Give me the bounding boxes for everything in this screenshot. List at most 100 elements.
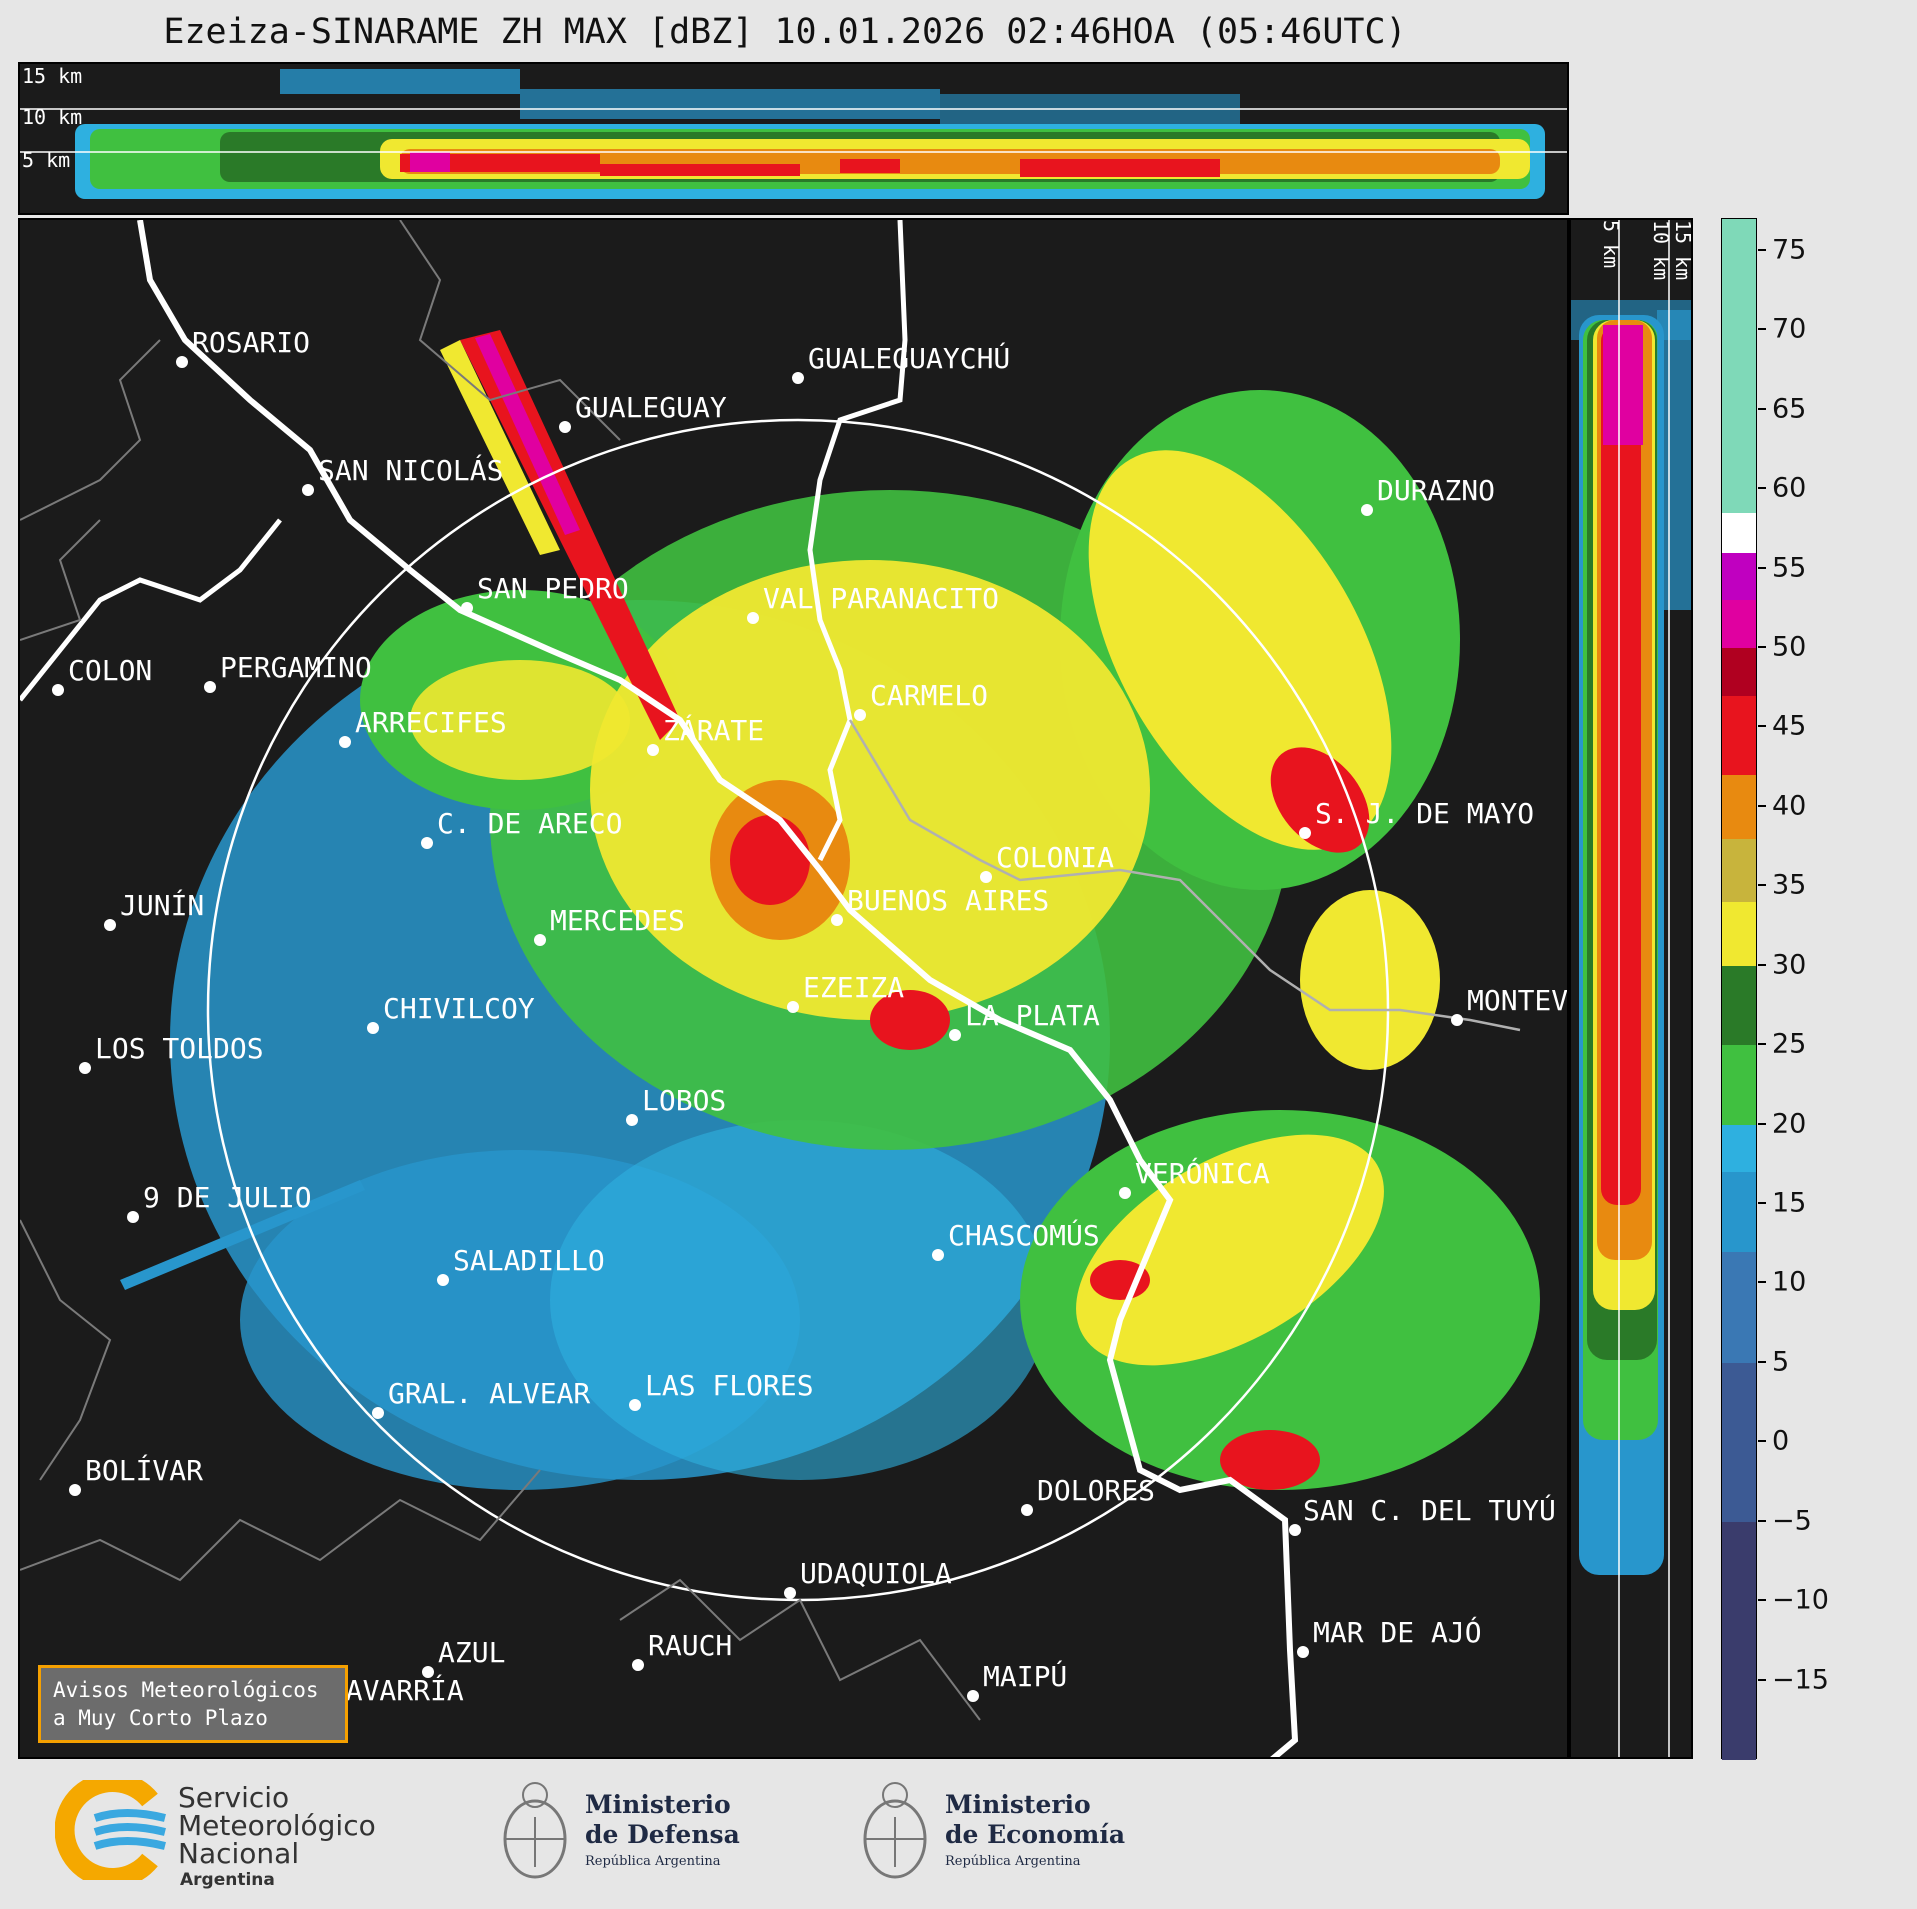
colorbar-segment — [1722, 902, 1756, 966]
city-san-jose-de-mayo: S. J. DE MAYO — [1299, 797, 1534, 839]
svg-text:COLON: COLON — [68, 654, 152, 687]
city-chivilcoy: CHIVILCOY — [367, 992, 535, 1034]
colorbar-tick-mark — [1758, 1519, 1766, 1522]
side-height-profile: 5 km 10 km 15 km — [1569, 218, 1693, 1759]
uruguay-river — [807, 220, 908, 862]
economia-line2: de Economía — [945, 1820, 1126, 1849]
defensa-line1: Ministerio — [585, 1790, 731, 1819]
svg-text:C. DE ARECO: C. DE ARECO — [437, 807, 622, 840]
city-azul: AZUL — [422, 1636, 505, 1678]
city-montevideo: MONTEVIDEO — [1451, 984, 1567, 1026]
side-label-15km: 15 km — [1671, 220, 1693, 281]
colorbar-segment — [1722, 647, 1756, 696]
colorbar-tick-5: 5 — [1772, 1346, 1790, 1378]
top-label-10km: 10 km — [22, 105, 83, 129]
city-san-pedro: SAN PEDRO — [461, 572, 629, 614]
colorbar-tick-75: 75 — [1772, 234, 1807, 266]
city-rosario: ROSARIO — [176, 326, 310, 368]
colorbar-tick-45: 45 — [1772, 710, 1807, 742]
city-dolores: DOLORES — [1021, 1474, 1155, 1516]
city-udaquiola: UDAQUIOLA — [784, 1557, 952, 1599]
colorbar-tick-55: 55 — [1772, 552, 1807, 583]
svg-text:ROSARIO: ROSARIO — [192, 326, 310, 359]
side-label-10km: 10 km — [1649, 220, 1673, 281]
colorbar-tick-50: 50 — [1772, 631, 1807, 663]
colorbar-tick-0: 0 — [1772, 1425, 1790, 1457]
city-markers: ROSARIO GUALEGUAYCHÚ GUALEGUAY SAN NICOL… — [52, 326, 1567, 1716]
city-carmelo: CARMELO — [854, 679, 988, 721]
colorbar-segment — [1722, 1124, 1756, 1173]
colorbar-tick-mark — [1758, 407, 1766, 410]
city-los-toldos: LOS TOLDOS — [79, 1032, 264, 1074]
colorbar-tick-60: 60 — [1772, 472, 1807, 504]
colorbar-segment — [1722, 1045, 1756, 1125]
city-la-plata: LA PLATA — [949, 999, 1100, 1041]
colorbar-tick-mark — [1758, 1360, 1766, 1363]
svg-text:SALADILLO: SALADILLO — [453, 1244, 605, 1277]
reflectivity-echoes — [120, 330, 1540, 1490]
city-maipu: MAIPÚ — [967, 1659, 1067, 1702]
svg-text:DURAZNO: DURAZNO — [1377, 474, 1495, 507]
colorbar-tick-mark — [1758, 884, 1766, 887]
svg-text:UDAQUIOLA: UDAQUIOLA — [800, 1557, 952, 1590]
svg-text:SAN PEDRO: SAN PEDRO — [477, 572, 629, 605]
colorbar-segment — [1722, 219, 1756, 513]
colorbar-tick-mark — [1758, 487, 1766, 490]
side-label-5km: 5 km — [1599, 220, 1623, 269]
colorbar-segment — [1722, 512, 1756, 553]
defensa-line3: República Argentina — [585, 1854, 721, 1869]
defensa-shield-icon — [503, 1782, 567, 1879]
svg-text:JUNÍN: JUNÍN — [120, 888, 204, 922]
svg-text:MAR DE AJÓ: MAR DE AJÓ — [1313, 1615, 1482, 1649]
svg-text:MERCEDES: MERCEDES — [550, 904, 685, 937]
colorbar-tick-mark — [1758, 963, 1766, 966]
colorbar-tick-70: 70 — [1772, 313, 1807, 345]
svg-text:RAUCH: RAUCH — [648, 1629, 732, 1662]
economia-line1: Ministerio — [945, 1790, 1091, 1819]
city-9-de-julio: 9 DE JULIO — [127, 1181, 312, 1223]
province-borders — [20, 220, 981, 1721]
colorbar-segment — [1722, 1521, 1756, 1760]
city-chascomus: CHASCOMÚS — [932, 1218, 1100, 1261]
city-buenos-aires: BUENOS AIRES — [831, 884, 1049, 926]
svg-text:SAN NICOLÁS: SAN NICOLÁS — [318, 453, 503, 487]
colorbar-tick-mark — [1758, 725, 1766, 728]
map-title: Ezeiza-SINARAME ZH MAX [dBZ] 10.01.2026 … — [163, 12, 1407, 52]
city-gualeguay: GUALEGUAY — [559, 391, 727, 433]
top-height-profile: 15 km 10 km 5 km — [18, 62, 1569, 215]
city-zarate: ZÁRATE — [647, 713, 764, 756]
colorbar-tick-30: 30 — [1772, 949, 1807, 981]
svg-text:9 DE JULIO: 9 DE JULIO — [143, 1181, 312, 1214]
city-mar-de-ajo: MAR DE AJÓ — [1297, 1615, 1482, 1658]
colorbar-tick-mark — [1758, 804, 1766, 807]
avisos-button[interactable]: Avisos Meteorológicos a Muy Corto Plazo — [38, 1665, 348, 1743]
top-profile-echoes — [20, 69, 1567, 199]
coastline — [137, 220, 1299, 1757]
colorbar-segment — [1722, 965, 1756, 1046]
colorbar-tick-mark — [1758, 1599, 1766, 1602]
city-bolivar: BOLÍVAR — [69, 1453, 203, 1496]
smn-line2: Meteorológico — [178, 1809, 376, 1842]
colorbar-tick-mark — [1758, 566, 1766, 569]
smn-line1: Servicio — [178, 1781, 290, 1814]
svg-text:S. J. DE MAYO: S. J. DE MAYO — [1315, 797, 1534, 830]
colorbar-tick-mark — [1758, 1440, 1766, 1443]
svg-text:LOS TOLDOS: LOS TOLDOS — [95, 1032, 264, 1065]
city-junin: JUNÍN — [104, 888, 204, 931]
colorbar-segment — [1722, 552, 1756, 601]
colorbar-tick-mark — [1758, 645, 1766, 648]
colorbar-segment — [1722, 1172, 1756, 1252]
svg-text:CHASCOMÚS: CHASCOMÚS — [948, 1218, 1100, 1252]
city-gral-alvear: GRAL. ALVEAR — [372, 1377, 590, 1419]
smn-line3: Nacional — [178, 1837, 300, 1870]
svg-text:CHIVILCOY: CHIVILCOY — [383, 992, 535, 1025]
economia-line3: República Argentina — [945, 1854, 1081, 1869]
defensa-line2: de Defensa — [585, 1820, 740, 1849]
city-veronica: VERÓNICA — [1119, 1156, 1270, 1199]
colorbar-tick-35: 35 — [1772, 869, 1807, 901]
colorbar-tick-65: 65 — [1772, 393, 1807, 425]
top-label-15km: 15 km — [22, 64, 83, 88]
side-profile-echoes — [1571, 220, 1691, 1757]
colorbar-tick-mark — [1758, 1122, 1766, 1125]
top-label-5km: 5 km — [22, 148, 71, 172]
